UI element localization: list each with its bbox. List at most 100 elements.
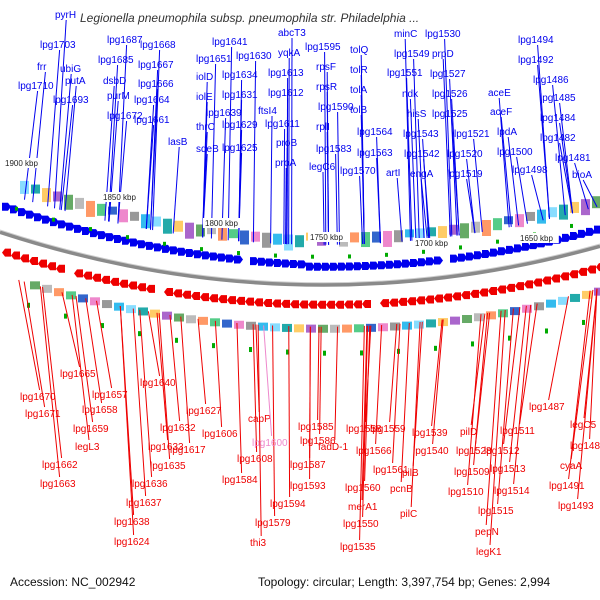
forward-gene-label[interactable]: proA (275, 158, 296, 169)
forward-gene-label[interactable]: sdeB (196, 144, 219, 155)
forward-gene-label[interactable]: lpg1486 (533, 75, 569, 86)
forward-gene-label[interactable]: lpg1625 (222, 143, 258, 154)
forward-gene-label[interactable]: rpsF (316, 62, 336, 73)
forward-gene-label[interactable]: lpg1498 (512, 165, 548, 176)
forward-gene-label[interactable]: lpg1482 (540, 133, 576, 144)
forward-gene-label[interactable]: lpg1500 (497, 147, 533, 158)
forward-gene-label[interactable]: lpg1543 (403, 129, 439, 140)
forward-gene-label[interactable]: abcT3 (278, 28, 306, 39)
forward-gene-label[interactable]: lpg1666 (138, 79, 174, 90)
reverse-gene-label[interactable]: lpg1636 (132, 479, 168, 490)
forward-gene-label[interactable]: putA (65, 76, 86, 87)
forward-gene-label[interactable]: proB (276, 138, 297, 149)
forward-gene-label[interactable]: frr (37, 62, 47, 73)
reverse-gene-label[interactable]: lpg1662 (42, 460, 78, 471)
reverse-gene-label[interactable]: lpg1670 (20, 392, 56, 403)
reverse-gene-label[interactable]: lpg1514 (494, 486, 530, 497)
reverse-gene-label[interactable]: legK1 (476, 547, 502, 558)
forward-gene-label[interactable]: lpg1563 (357, 148, 393, 159)
forward-gene-label[interactable]: aceE (488, 88, 511, 99)
reverse-gene-label[interactable]: lpg1658 (82, 405, 118, 416)
forward-gene-label[interactable]: lpdA (497, 127, 517, 138)
forward-gene-label[interactable]: dsbD (103, 76, 126, 87)
reverse-gene-label[interactable]: lpg1606 (202, 429, 238, 440)
forward-gene-label[interactable]: lpg1693 (53, 95, 89, 106)
reverse-gene-label[interactable]: lpg1489 (570, 441, 600, 452)
forward-gene-label[interactable]: pyrH (55, 10, 76, 21)
forward-gene-label[interactable]: lpg1639 (206, 108, 242, 119)
forward-gene-label[interactable]: lpg1611 (265, 119, 300, 130)
forward-gene-label[interactable]: tolB (350, 105, 368, 116)
forward-gene-label[interactable]: lpg1668 (140, 40, 176, 51)
reverse-gene-label[interactable]: lpg1515 (478, 506, 514, 517)
forward-gene-label[interactable]: tolA (350, 85, 368, 96)
forward-gene-label[interactable]: iolD (196, 72, 213, 83)
reverse-gene-label[interactable]: lpg1535 (340, 542, 376, 553)
reverse-gene-label[interactable]: lpg1579 (255, 518, 291, 529)
reverse-gene-label[interactable]: pepN (475, 527, 499, 538)
reverse-gene-label[interactable]: lpg1539 (412, 428, 448, 439)
forward-gene-label[interactable]: tolR (350, 65, 368, 76)
reverse-gene-label[interactable]: lpg1657 (92, 390, 128, 401)
forward-gene-label[interactable]: aceF (490, 107, 512, 118)
reverse-gene-label[interactable]: lpg1594 (270, 499, 306, 510)
reverse-gene-label[interactable]: cyaA (560, 461, 583, 472)
forward-gene-label[interactable]: ndk (402, 89, 419, 100)
forward-gene-label[interactable]: lpg1530 (425, 29, 461, 40)
reverse-gene-label[interactable]: lpg1608 (237, 454, 273, 465)
forward-gene-label[interactable]: lpg1612 (268, 88, 304, 99)
forward-gene-label[interactable]: lpg1664 (134, 95, 170, 106)
forward-gene-label[interactable]: iolE (196, 92, 213, 103)
forward-gene-label[interactable]: bioA (572, 170, 592, 181)
reverse-gene-label[interactable]: lpg1638 (114, 517, 150, 528)
reverse-gene-label[interactable]: lpg1663 (40, 479, 76, 490)
reverse-gene-label[interactable]: lpg1528 (456, 446, 492, 457)
forward-gene-label[interactable]: hisS (407, 109, 427, 120)
forward-gene-label[interactable]: thrC (196, 122, 215, 133)
reverse-gene-label[interactable]: thi3 (250, 538, 267, 549)
forward-gene-label[interactable]: engA (410, 169, 434, 180)
forward-gene-label[interactable]: lpg1685 (98, 55, 134, 66)
reverse-gene-label[interactable]: lpg1637 (126, 498, 162, 509)
forward-gene-label[interactable]: rpsR (316, 82, 337, 93)
reverse-gene-label[interactable]: lpg1566 (356, 446, 392, 457)
forward-gene-label[interactable]: lpg1583 (316, 144, 352, 155)
forward-gene-label[interactable]: lpg1484 (540, 113, 576, 124)
forward-gene-label[interactable]: lpg1590 (318, 102, 354, 113)
forward-gene-label[interactable]: lpg1551 (387, 68, 423, 79)
reverse-gene-label[interactable]: lpg1561 (373, 465, 409, 476)
forward-gene-label[interactable]: lpg1521 (454, 129, 490, 140)
reverse-gene-label[interactable]: lpg1659 (73, 424, 109, 435)
reverse-gene-label[interactable]: lpg1593 (290, 481, 326, 492)
forward-gene-label[interactable]: lpg1525 (432, 109, 468, 120)
reverse-gene-label[interactable]: lpg1540 (413, 446, 449, 457)
reverse-gene-label[interactable]: lpg1487 (529, 402, 565, 413)
reverse-gene-label[interactable]: lpg1511 (500, 426, 535, 437)
pseudogene-label[interactable]: lpg1600 (252, 438, 288, 449)
reverse-gene-label[interactable]: lpg1584 (222, 475, 258, 486)
forward-gene-label[interactable]: ftsI4 (258, 106, 277, 117)
reverse-gene-label[interactable]: lpg1586 (300, 436, 336, 447)
forward-gene-label[interactable]: lpg1492 (518, 55, 554, 66)
reverse-gene-label[interactable]: lpg1513 (490, 464, 526, 475)
forward-gene-label[interactable]: lpg1703 (40, 40, 76, 51)
forward-gene-label[interactable]: lpg1710 (18, 81, 54, 92)
forward-gene-label[interactable]: lpg1629 (222, 120, 258, 131)
forward-gene-label[interactable]: legC6 (309, 162, 336, 173)
reverse-gene-label[interactable]: lpg1635 (150, 461, 186, 472)
reverse-gene-label[interactable]: pilC (400, 509, 417, 520)
reverse-gene-label[interactable]: lpg1627 (186, 406, 222, 417)
forward-gene-label[interactable]: minC (394, 29, 417, 40)
forward-gene-label[interactable]: lpg1613 (268, 68, 304, 79)
reverse-gene-label[interactable]: lpg1509 (454, 467, 490, 478)
forward-gene-label[interactable]: tolQ (350, 45, 369, 56)
reverse-gene-label[interactable]: lpg1624 (114, 537, 150, 548)
reverse-gene-label[interactable]: lpg1559 (370, 424, 406, 435)
reverse-gene-label[interactable]: pilB (402, 468, 419, 479)
forward-gene-label[interactable]: lpg1564 (357, 127, 393, 138)
forward-gene-label[interactable]: lpg1630 (236, 51, 272, 62)
forward-gene-label[interactable]: lpg1549 (394, 49, 430, 60)
reverse-gene-label[interactable]: legL3 (75, 442, 100, 453)
forward-gene-label[interactable]: lpg1570 (340, 166, 376, 177)
forward-gene-label[interactable]: lpg1631 (222, 90, 258, 101)
